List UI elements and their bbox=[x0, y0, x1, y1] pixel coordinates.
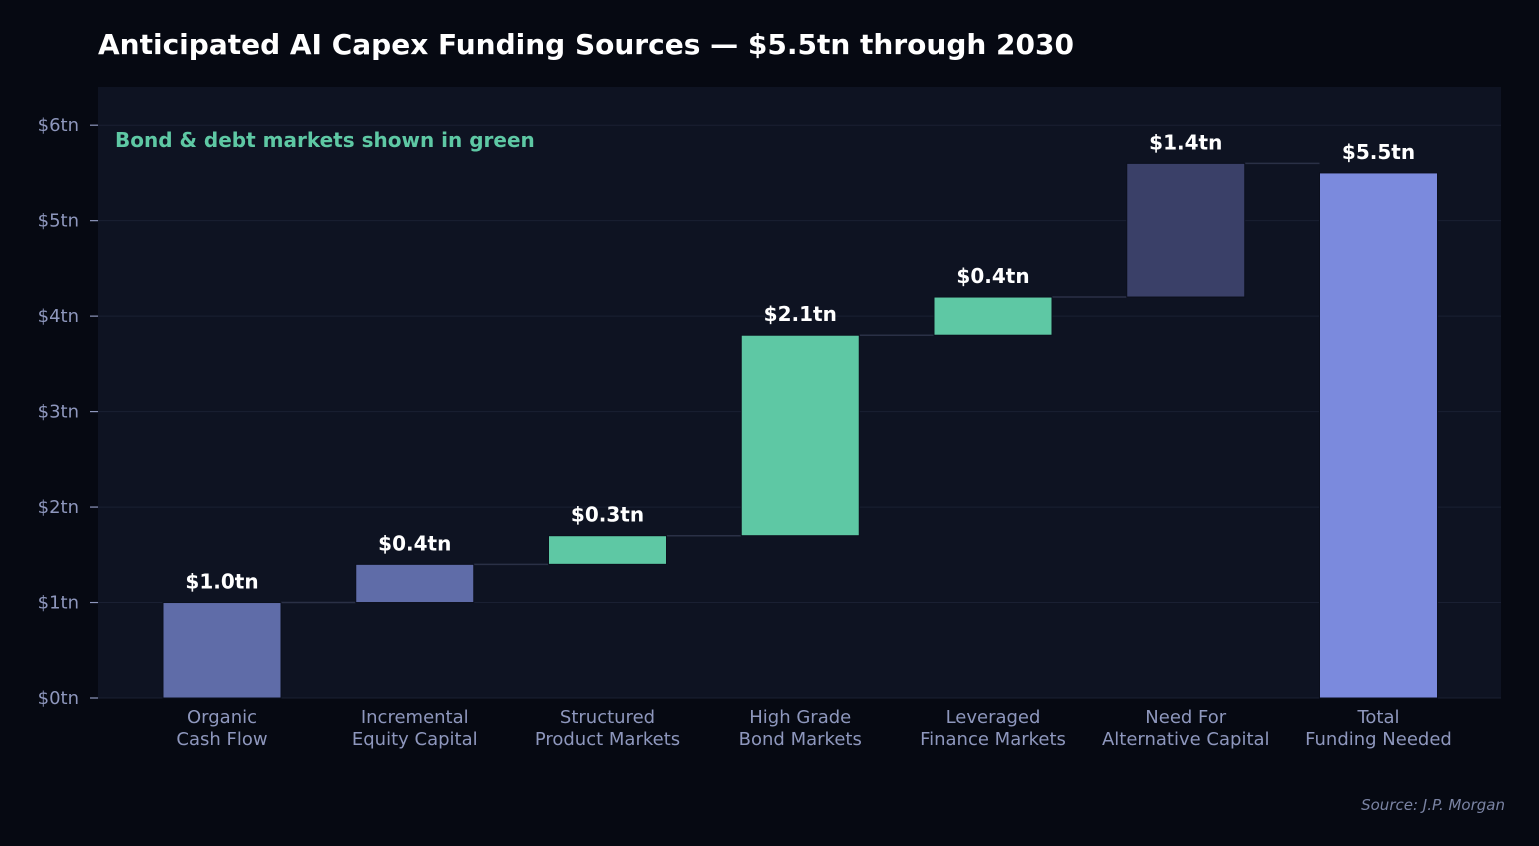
x-tick-label: Bond Markets bbox=[739, 729, 862, 750]
y-tick-label: $5tn bbox=[38, 211, 79, 232]
x-tick-label: Equity Capital bbox=[352, 729, 478, 750]
bar-value-label: $5.5tn bbox=[1342, 140, 1415, 164]
x-tick-label: Alternative Capital bbox=[1102, 729, 1270, 750]
y-tick-label: $3tn bbox=[38, 402, 79, 423]
bar bbox=[933, 296, 1053, 336]
y-tick-label: $1tn bbox=[38, 593, 79, 614]
bar bbox=[162, 602, 282, 699]
x-tick-label: Product Markets bbox=[535, 729, 680, 750]
y-tick-label: $0tn bbox=[38, 688, 79, 709]
bar-value-label: $0.4tn bbox=[378, 531, 451, 555]
chart-title: Anticipated AI Capex Funding Sources — $… bbox=[98, 28, 1074, 61]
bar-value-label: $2.1tn bbox=[764, 302, 837, 326]
x-tick-label: Need For bbox=[1145, 707, 1226, 728]
bar-value-label: $1.4tn bbox=[1149, 130, 1222, 154]
x-tick-label: Total bbox=[1356, 707, 1399, 728]
y-tick-label: $6tn bbox=[38, 115, 79, 136]
chart-annotation: Bond & debt markets shown in green bbox=[115, 128, 535, 152]
y-tick-label: $2tn bbox=[38, 497, 79, 518]
source-note: Source: J.P. Morgan bbox=[1361, 796, 1505, 814]
bar-value-label: $1.0tn bbox=[185, 570, 258, 594]
x-tick-label: Leveraged bbox=[946, 707, 1041, 728]
bar bbox=[548, 535, 667, 565]
bar-value-label: $0.4tn bbox=[956, 264, 1029, 288]
x-tick-label: Cash Flow bbox=[176, 729, 267, 750]
bar bbox=[1126, 162, 1246, 298]
bar bbox=[1319, 172, 1438, 699]
x-tick-label: Organic bbox=[187, 707, 257, 728]
x-tick-label: Funding Needed bbox=[1305, 729, 1452, 750]
bar-value-label: $0.3tn bbox=[571, 503, 644, 527]
x-tick-label: Structured bbox=[560, 707, 655, 728]
bar bbox=[740, 334, 860, 537]
x-tick-label: High Grade bbox=[749, 707, 851, 728]
x-tick-label: Incremental bbox=[361, 707, 469, 728]
y-tick-label: $4tn bbox=[38, 306, 79, 327]
x-tick-label: Finance Markets bbox=[920, 729, 1066, 750]
bar bbox=[355, 563, 475, 604]
